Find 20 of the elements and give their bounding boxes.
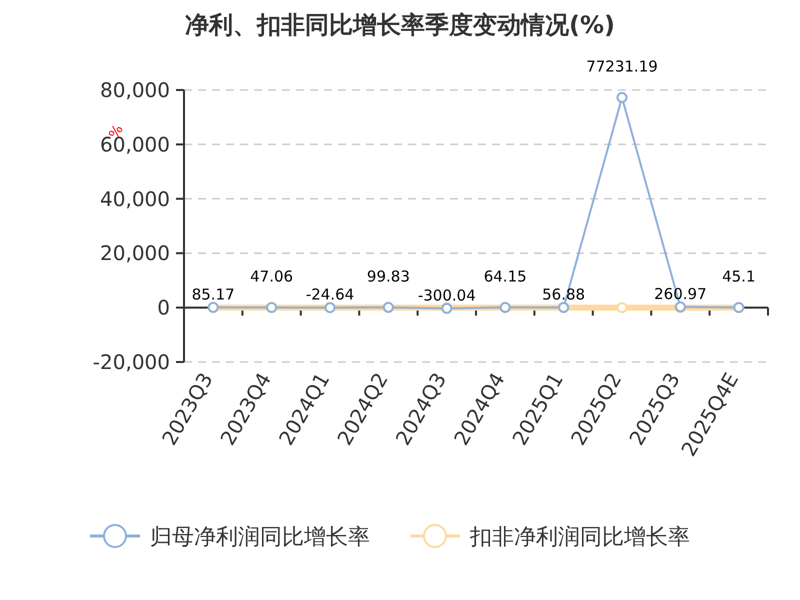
- data-label: 47.06: [250, 267, 294, 286]
- y-tick-label: 80,000: [100, 78, 170, 102]
- point: [616, 92, 628, 104]
- data-label: 77231.19: [586, 58, 658, 76]
- y-tick-label: 40,000: [100, 186, 170, 211]
- data-label: 260.97: [654, 284, 707, 303]
- data-label: 85.17: [192, 285, 235, 304]
- y-tick-label: 0: [157, 296, 170, 320]
- data-label: -300.04: [418, 286, 476, 304]
- data-label: 99.83: [366, 267, 410, 286]
- y-tick-label: -20,000: [92, 350, 170, 374]
- data-label: 45.1: [722, 267, 756, 286]
- data-label: -24.64: [306, 286, 354, 304]
- legend-label: 归母净利润同比增长率: [150, 525, 370, 550]
- data-label: 56.88: [542, 285, 586, 304]
- legend-label: 扣非净利润同比增长率: [469, 525, 690, 550]
- chart-title: 净利、扣非同比增长率季度变动情况(%): [185, 11, 615, 39]
- point: [616, 302, 628, 314]
- data-label: 64.15: [484, 267, 527, 286]
- y-tick-label: 20,000: [100, 241, 170, 266]
